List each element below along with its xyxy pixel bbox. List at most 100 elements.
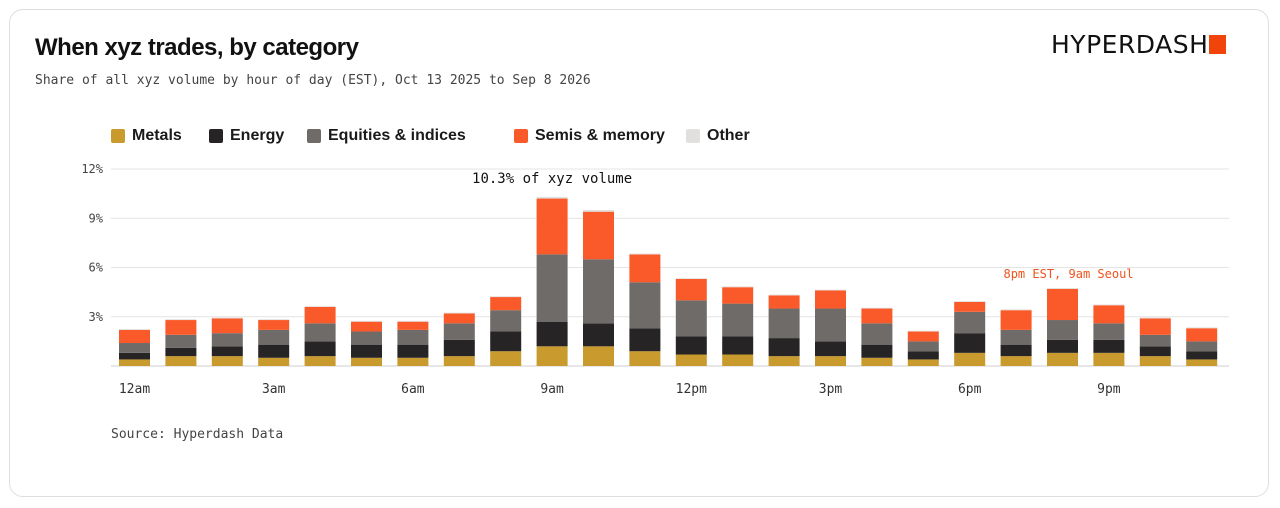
bar-segment-semis: [211, 318, 243, 334]
bar-segment-equities: [1047, 320, 1078, 340]
bar-segment-metals: [954, 352, 986, 366]
bar-segment-semis: [1139, 318, 1171, 335]
bar-segment-equities: [907, 341, 939, 352]
bar-segment-semis: [815, 290, 846, 309]
bar-segment-energy: [304, 341, 336, 357]
bar-segment-other: [815, 289, 846, 291]
chart-subtitle: Share of all xyz volume by hour of day (…: [35, 73, 591, 88]
bar-segment-metals: [907, 359, 939, 366]
legend-swatch-semis: [514, 129, 528, 143]
chart-title: When xyz trades, by category: [35, 34, 359, 61]
bar-segment-other: [954, 301, 986, 302]
bar-segment-energy: [815, 341, 846, 357]
brand-square-icon: [1209, 35, 1227, 54]
bar-segment-other: [675, 278, 707, 279]
bar-segment-other: [1000, 309, 1032, 311]
bar-segment-other: [629, 253, 661, 255]
bar-segment-semis: [490, 297, 522, 311]
bar-segment-metals: [1047, 352, 1078, 366]
bar-segment-equities: [954, 311, 986, 334]
bar-segment-equities: [861, 323, 893, 345]
x-tick-label: 9pm: [1097, 382, 1121, 397]
bar-segment-metals: [443, 356, 475, 366]
bar-segment-metals: [211, 356, 243, 366]
bar-segment-other: [258, 319, 290, 321]
bar-segment-other: [490, 296, 522, 298]
bar-segment-equities: [722, 303, 754, 337]
bar-segment-energy: [119, 352, 150, 360]
bar-segment-semis: [1000, 310, 1032, 330]
bar-segment-equities: [397, 329, 429, 345]
bar-segment-metals: [351, 357, 382, 366]
bar-segment-semis: [258, 320, 290, 330]
bar-segment-semis: [722, 287, 754, 304]
bar-segment-energy: [583, 323, 614, 347]
bar-segment-energy: [954, 333, 986, 353]
bar-segment-other: [119, 329, 150, 330]
bar-segment-metals: [304, 356, 336, 366]
bar-segment-metals: [861, 357, 893, 366]
bar-segment-metals: [490, 351, 522, 366]
bar-segment-energy: [675, 336, 707, 355]
bar-segment-metals: [1139, 356, 1171, 366]
x-tick-label: 12am: [119, 382, 150, 397]
bar-segment-metals: [1093, 352, 1125, 366]
bar-segment-semis: [861, 308, 893, 324]
bar-segment-energy: [629, 328, 661, 352]
bar-segment-metals: [722, 354, 754, 366]
bar-segment-semis: [304, 306, 336, 324]
legend-label: Equities & indices: [328, 127, 466, 144]
chart-annotation: 10.3% of xyz volume: [472, 171, 632, 187]
legend-item-metals: Metals: [111, 127, 182, 145]
bar-segment-energy: [1047, 339, 1078, 353]
bar-segment-equities: [768, 308, 800, 339]
bar-segment-metals: [768, 356, 800, 366]
bar-segment-metals: [675, 354, 707, 366]
bar-segment-other: [583, 210, 614, 212]
legend-swatch-metals: [111, 129, 125, 143]
bar-segment-semis: [119, 329, 150, 344]
bar-segment-semis: [443, 313, 475, 324]
bar-segment-energy: [907, 351, 939, 360]
legend-label: Metals: [132, 127, 182, 144]
bar-segment-metals: [629, 351, 661, 366]
bar-segment-energy: [861, 344, 893, 358]
legend-item-energy: Energy: [209, 127, 284, 145]
bar-segment-semis: [768, 295, 800, 309]
bar-segment-energy: [536, 321, 568, 347]
bar-segment-semis: [351, 321, 382, 332]
bar-segment-semis: [165, 320, 197, 335]
bar-segment-equities: [1093, 323, 1125, 340]
bar-segment-other: [211, 317, 243, 319]
bar-segment-semis: [1093, 305, 1125, 324]
bar-segment-equities: [815, 308, 846, 342]
bar-segment-other: [861, 307, 893, 309]
y-tick-label: 6%: [89, 261, 104, 275]
bar-segment-other: [1139, 317, 1171, 319]
bar-segment-semis: [397, 321, 429, 330]
bar-segment-other: [397, 320, 429, 322]
y-tick-label: 12%: [81, 162, 103, 176]
bar-segment-semis: [536, 198, 568, 255]
legend-label: Semis & memory: [535, 127, 665, 144]
bar-segment-energy: [1093, 339, 1125, 353]
bar-segment-equities: [304, 323, 336, 342]
chart-annotation: 8pm EST, 9am Seoul: [1003, 267, 1133, 281]
bar-segment-metals: [815, 356, 846, 366]
bar-segment-metals: [583, 346, 614, 366]
bar-segment-metals: [119, 359, 150, 366]
bar-segment-energy: [351, 344, 382, 358]
legend-label: Energy: [230, 127, 285, 144]
bar-segment-semis: [907, 331, 939, 342]
bar-segment-other: [722, 286, 754, 288]
bar-segment-energy: [258, 344, 290, 358]
bar-segment-energy: [1000, 344, 1032, 357]
bar-segment-energy: [397, 344, 429, 358]
bar-segment-other: [351, 320, 382, 322]
bar-segment-semis: [675, 278, 707, 301]
bar-segment-energy: [1186, 351, 1218, 360]
x-tick-label: 9am: [540, 382, 564, 397]
bar-segment-energy: [768, 338, 800, 357]
y-tick-label: 9%: [89, 211, 104, 225]
chart-card: [9, 9, 1269, 497]
